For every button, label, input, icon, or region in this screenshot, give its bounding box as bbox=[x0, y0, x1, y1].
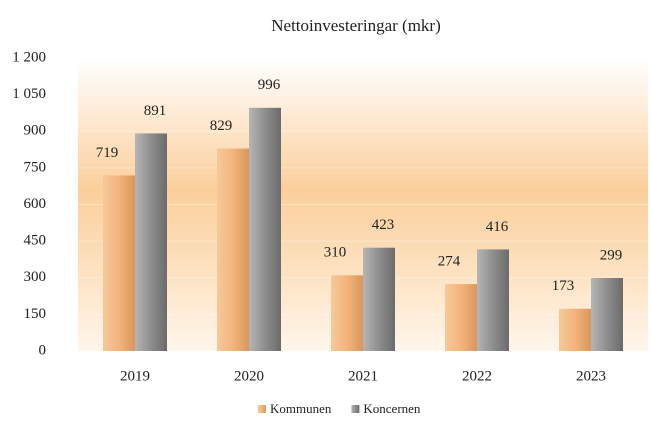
bar bbox=[559, 308, 591, 351]
y-tick-label: 1 200 bbox=[12, 49, 46, 65]
x-tick-label: 2022 bbox=[462, 368, 492, 384]
bar bbox=[249, 107, 281, 351]
data-label: 829 bbox=[210, 118, 233, 134]
x-tick-label: 2021 bbox=[348, 368, 378, 384]
y-tick-label: 750 bbox=[24, 159, 47, 175]
chart-title: Nettoinvesteringar (mkr) bbox=[271, 16, 440, 35]
legend-swatch bbox=[258, 405, 266, 413]
data-label: 173 bbox=[552, 278, 575, 294]
bar bbox=[135, 133, 167, 351]
y-tick-label: 600 bbox=[24, 196, 47, 212]
bar bbox=[217, 148, 249, 351]
x-tick-label: 2020 bbox=[234, 368, 264, 384]
data-label: 996 bbox=[258, 77, 281, 93]
bar bbox=[591, 277, 623, 351]
y-tick-label: 300 bbox=[24, 269, 47, 285]
legend-label: Kommunen bbox=[270, 401, 332, 416]
data-label: 274 bbox=[438, 254, 461, 270]
y-tick-label: 900 bbox=[24, 123, 47, 139]
y-tick-label: 0 bbox=[39, 342, 47, 358]
y-tick-label: 1 050 bbox=[12, 86, 46, 102]
data-label: 423 bbox=[372, 217, 395, 233]
data-label: 299 bbox=[600, 247, 623, 263]
legend-label: Koncernen bbox=[363, 401, 421, 416]
bar bbox=[363, 247, 395, 351]
data-label: 416 bbox=[486, 219, 509, 235]
y-tick-label: 150 bbox=[24, 306, 47, 322]
data-label: 719 bbox=[96, 145, 119, 161]
bar bbox=[477, 249, 509, 351]
x-tick-label: 2019 bbox=[120, 368, 150, 384]
bar bbox=[103, 175, 135, 351]
x-tick-label: 2023 bbox=[576, 368, 606, 384]
bar bbox=[445, 284, 477, 351]
legend-swatch bbox=[351, 405, 360, 413]
bar bbox=[331, 275, 363, 351]
data-label: 891 bbox=[144, 103, 167, 119]
data-label: 310 bbox=[324, 245, 347, 261]
y-tick-label: 450 bbox=[24, 233, 47, 249]
